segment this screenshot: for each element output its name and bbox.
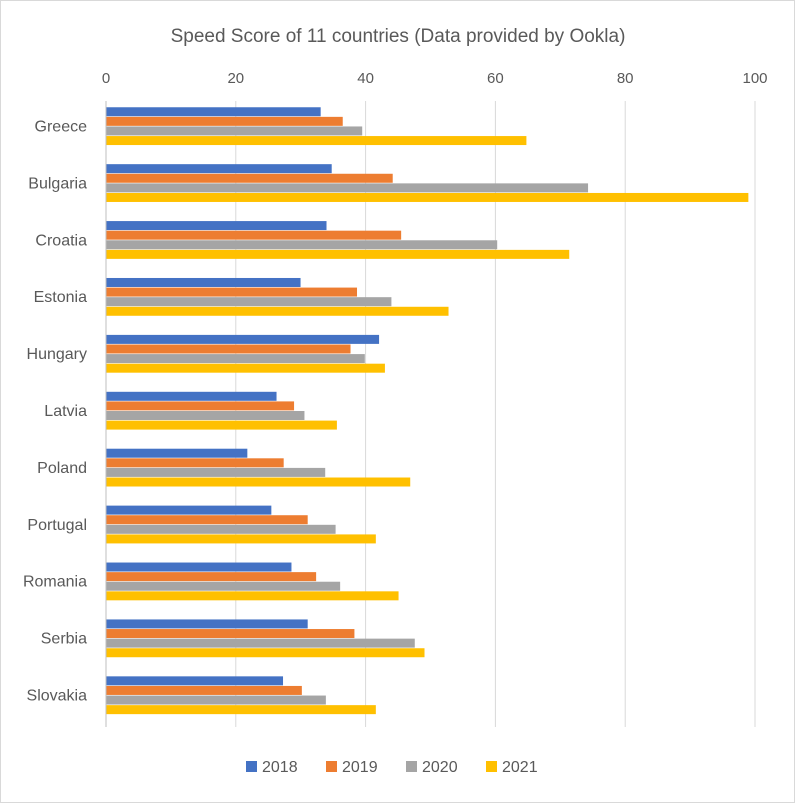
legend-swatch-2021 (486, 761, 497, 772)
bar-2020-serbia (106, 638, 415, 648)
bars (106, 107, 749, 715)
x-axis-tick-labels: 0 20 40 60 80 100 (102, 70, 768, 87)
bar-2018-poland (106, 448, 248, 458)
bar-2021-estonia (106, 306, 449, 316)
bar-2021-greece (106, 136, 527, 146)
x-tick-label: 0 (102, 70, 110, 87)
category-label: Romania (23, 574, 87, 591)
bar-2018-romania (106, 562, 292, 572)
bar-2018-hungary (106, 334, 380, 344)
bar-2019-serbia (106, 629, 355, 639)
bar-2020-bulgaria (106, 183, 589, 193)
bar-2019-poland (106, 458, 284, 468)
bar-2021-slovakia (106, 705, 376, 715)
legend-label-2019: 2019 (342, 759, 378, 776)
category-label: Hungary (27, 346, 87, 363)
legend: 2018 2019 2020 2021 (246, 759, 538, 776)
bar-2018-croatia (106, 221, 327, 231)
bar-2019-croatia (106, 230, 402, 240)
bar-2021-serbia (106, 648, 425, 658)
legend-swatch-2018 (246, 761, 257, 772)
bar-2019-latvia (106, 401, 295, 411)
category-label: Latvia (44, 403, 87, 420)
bar-2018-latvia (106, 391, 277, 401)
bar-2020-hungary (106, 354, 365, 364)
bar-2018-greece (106, 107, 321, 117)
category-label: Estonia (34, 289, 87, 306)
legend-swatch-2019 (326, 761, 337, 772)
bar-2018-slovakia (106, 676, 284, 686)
legend-swatch-2020 (406, 761, 417, 772)
x-tick-label: 100 (742, 70, 767, 87)
bar-2020-croatia (106, 240, 498, 250)
bar-2019-estonia (106, 287, 358, 297)
bar-2021-portugal (106, 534, 376, 544)
category-label: Slovakia (27, 688, 88, 705)
y-axis-category-labels: Greece Bulgaria Croatia Estonia Hungary Latvi… (23, 118, 87, 704)
bar-2021-croatia (106, 249, 570, 259)
category-label: Portugal (27, 517, 87, 534)
category-label: Bulgaria (28, 175, 87, 192)
bar-2018-portugal (106, 505, 272, 515)
legend-label-2020: 2020 (422, 759, 458, 776)
bar-2019-romania (106, 572, 317, 582)
bar-2020-latvia (106, 411, 305, 420)
bar-2018-serbia (106, 619, 308, 629)
bar-2020-poland (106, 467, 326, 477)
bar-2020-slovakia (106, 695, 326, 705)
bar-2019-hungary (106, 344, 351, 354)
bar-2020-estonia (106, 297, 392, 307)
x-tick-label: 20 (227, 70, 244, 87)
bar-2021-bulgaria (106, 192, 749, 202)
category-label: Greece (35, 118, 88, 135)
legend-label-2018: 2018 (262, 759, 298, 776)
category-label: Poland (37, 460, 87, 477)
bar-2019-slovakia (106, 685, 302, 695)
category-label: Croatia (35, 232, 87, 249)
legend-label-2021: 2021 (502, 759, 538, 776)
x-tick-label: 40 (357, 70, 374, 87)
chart-title: Speed Score of 11 countries (Data provid… (171, 26, 626, 47)
bar-2020-greece (106, 126, 363, 136)
bar-2018-estonia (106, 277, 301, 287)
bar-2021-hungary (106, 363, 385, 373)
x-tick-label: 60 (487, 70, 504, 87)
gridlines (105, 101, 756, 727)
bar-2020-portugal (106, 524, 336, 534)
bar-2021-poland (106, 477, 411, 487)
category-label: Serbia (41, 631, 87, 648)
x-tick-label: 80 (617, 70, 634, 87)
bar-2019-greece (106, 116, 343, 126)
bar-2019-portugal (106, 515, 308, 525)
bar-2021-romania (106, 591, 399, 601)
bar-2019-bulgaria (106, 173, 393, 183)
bar-2018-bulgaria (106, 164, 332, 174)
bar-2020-romania (106, 581, 341, 591)
bar-2021-latvia (106, 420, 337, 430)
